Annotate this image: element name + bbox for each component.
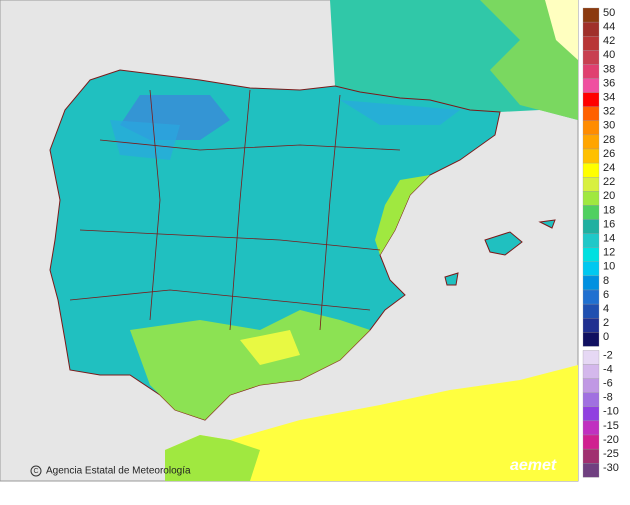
legend-label: -30 — [603, 462, 619, 474]
africa-west — [165, 435, 260, 481]
warm-east — [375, 175, 430, 255]
alps — [545, 0, 578, 60]
legend: 5044424038363432302826242220181614121086… — [582, 7, 619, 478]
legend-swatch — [582, 434, 600, 450]
legend-swatch — [582, 463, 600, 478]
hot-spot — [240, 330, 300, 365]
legend-swatch — [582, 289, 600, 305]
legend-swatch — [582, 148, 600, 164]
legend-swatch — [582, 318, 600, 333]
legend-label: 10 — [603, 261, 615, 273]
legend-label: -8 — [603, 392, 613, 404]
legend-swatch — [582, 92, 600, 107]
legend-swatch — [582, 78, 600, 93]
legend-swatch — [582, 36, 600, 51]
legend-label: 36 — [603, 77, 615, 89]
legend-label: 4 — [603, 303, 609, 315]
legend-label: 14 — [603, 233, 615, 245]
legend-swatch — [582, 350, 600, 365]
ibiza — [444, 272, 459, 286]
cold-west — [110, 120, 180, 160]
legend-label: 12 — [603, 247, 615, 259]
legend-label: 38 — [603, 63, 615, 75]
credit: Agencia Estatal de Meteorología — [46, 466, 191, 477]
legend-label: 22 — [603, 176, 615, 188]
legend-swatch — [582, 303, 600, 319]
legend-label: 50 — [603, 7, 615, 19]
legend-swatch — [582, 7, 600, 23]
legend-swatch — [582, 392, 600, 407]
legend-label: 28 — [603, 134, 615, 146]
legend-label: -25 — [603, 448, 619, 460]
legend-swatch — [582, 191, 600, 206]
legend-label: 18 — [603, 204, 615, 216]
legend-swatch — [582, 106, 600, 121]
legend-label: 20 — [603, 190, 615, 202]
legend-label: 34 — [603, 92, 615, 104]
legend-swatch — [582, 378, 600, 393]
logo: aemet — [510, 457, 557, 474]
legend-label: 26 — [603, 148, 615, 160]
legend-swatch — [582, 275, 600, 291]
legend-swatch — [582, 406, 600, 422]
legend-label: 6 — [603, 289, 609, 301]
legend-label: 2 — [603, 317, 609, 329]
africa — [165, 365, 578, 481]
credit-icon — [30, 465, 42, 477]
legend-label: 16 — [603, 218, 615, 230]
legend-label: -2 — [603, 349, 613, 361]
credit-icon-c: C — [33, 468, 38, 475]
legend-swatch — [582, 247, 600, 262]
legend-swatch — [582, 177, 600, 192]
legend-swatch — [582, 205, 600, 220]
legend-label: -4 — [603, 363, 613, 375]
legend-swatch — [582, 120, 600, 136]
legend-label: 44 — [603, 21, 615, 33]
legend-label: -6 — [603, 378, 613, 390]
cold-pyrenees — [340, 100, 460, 125]
province-lines — [69, 89, 401, 331]
legend-label: 30 — [603, 120, 615, 132]
legend-swatch — [582, 134, 600, 150]
legend-label: 24 — [603, 162, 615, 174]
legend-swatch — [582, 364, 600, 379]
legend-swatch — [582, 420, 600, 436]
legend-label: 0 — [603, 331, 609, 343]
legend-swatch — [582, 261, 600, 277]
legend-label: -20 — [603, 434, 619, 446]
mallorca — [484, 231, 523, 256]
legend-swatch — [582, 50, 600, 65]
legend-label: -15 — [603, 420, 619, 432]
legend-swatch — [582, 219, 600, 234]
legend-label: 8 — [603, 275, 609, 287]
warm-south — [130, 310, 370, 420]
legend-label: -10 — [603, 406, 619, 418]
legend-swatch — [582, 332, 600, 347]
legend-swatch — [582, 162, 600, 178]
legend-label: 42 — [603, 35, 615, 47]
legend-label: 40 — [603, 49, 615, 61]
legend-swatch — [582, 21, 600, 37]
legend-swatch — [582, 233, 600, 248]
legend-label: 32 — [603, 106, 615, 118]
legend-swatch — [582, 448, 600, 464]
menorca — [538, 219, 556, 229]
legend-swatch — [582, 64, 600, 79]
